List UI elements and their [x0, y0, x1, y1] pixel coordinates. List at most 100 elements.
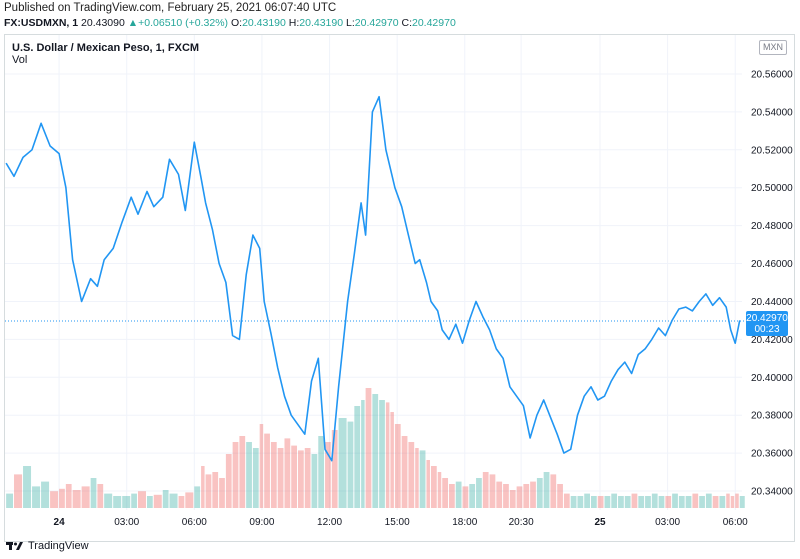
volume-bars [6, 388, 745, 508]
volume-bar [232, 442, 239, 508]
volume-bar [162, 490, 169, 508]
volume-bar [201, 466, 205, 508]
price-line [5, 95, 741, 462]
change-up-icon: ▲ [127, 17, 139, 29]
volume-bar [259, 424, 264, 508]
volume-bar [284, 438, 291, 508]
chart-frame [4, 34, 795, 542]
volume-bar [719, 496, 726, 508]
y-tick-label: 20.44000 [751, 297, 793, 308]
volume-bar [523, 484, 530, 508]
volume-bar [489, 474, 496, 508]
x-axis-labels: 24 03:00 06:00 09:00 12:00 15:00 18:00 20:30 25 0… [54, 517, 749, 528]
volume-bar [146, 496, 153, 508]
volume-bar [730, 496, 735, 508]
volume-label: Vol [12, 54, 28, 66]
volume-bar [557, 484, 563, 508]
volume-bar [385, 402, 390, 508]
volume-bar [338, 418, 347, 508]
y-tick-label: 20.46000 [751, 259, 793, 270]
volume-bar [611, 493, 618, 508]
volume-bar [14, 474, 23, 508]
y-tick-label: 20.52000 [751, 145, 793, 156]
volume-bar [530, 481, 536, 508]
volume-bar [570, 496, 577, 508]
volume-bar [415, 448, 419, 508]
volume-bar [212, 472, 219, 508]
x-tick-label: 06:00 [182, 517, 207, 528]
volume-bar [225, 454, 232, 508]
volume-bar [394, 424, 401, 508]
volume-bar [455, 481, 462, 508]
volume-bar [239, 436, 246, 508]
open-label: O: [230, 17, 243, 29]
y-tick-label: 20.36000 [751, 449, 793, 460]
y-tick-label: 20.34000 [751, 487, 793, 498]
volume-bar [361, 400, 365, 508]
volume-bar [6, 493, 14, 508]
volume-bar [449, 484, 455, 508]
publish-note: Published on TradingView.com, February 2… [4, 2, 337, 14]
y-tick-label: 20.56000 [751, 69, 793, 80]
volume-bar [462, 486, 469, 508]
volume-bar [699, 496, 705, 508]
brand-name[interactable]: TradingView [28, 540, 89, 552]
volume-bar [651, 493, 658, 508]
volume-bar [311, 454, 318, 508]
bar-countdown: 00:23 [754, 324, 780, 335]
x-tick-label: 03:00 [655, 517, 680, 528]
x-tick-label: 25 [594, 517, 606, 528]
volume-bar [365, 388, 372, 508]
low-label: L: [346, 17, 355, 29]
volume-bar [678, 496, 685, 508]
low-value: 20.42970 [354, 17, 399, 29]
volume-bar [122, 496, 131, 508]
volume-bar [219, 478, 225, 508]
volume-bar [739, 496, 745, 508]
footer: TradingView [6, 540, 89, 552]
chart-title: U.S. Dollar / Mexican Peso, 1, FXCM [12, 42, 200, 54]
volume-bar [59, 488, 65, 508]
volume-bar [563, 493, 570, 508]
volume-bar [426, 460, 430, 508]
volume-bar [735, 493, 739, 508]
volume-bar [97, 484, 104, 508]
volume-bar [631, 493, 638, 508]
volume-bar [658, 496, 665, 508]
volume-bar [705, 493, 712, 508]
volume-bar [347, 421, 354, 508]
y-tick-label: 20.50000 [751, 183, 793, 194]
volume-bar [590, 496, 597, 508]
volume-bar [178, 496, 185, 508]
volume-bar [270, 442, 277, 508]
volume-bar [577, 496, 584, 508]
volume-bar [645, 496, 651, 508]
currency-badge[interactable]: MXN [759, 40, 787, 55]
volume-bar [50, 491, 59, 508]
high-value: 20.43190 [299, 17, 344, 29]
volume-bar [372, 394, 379, 508]
volume-bar [618, 496, 624, 508]
symbol-label[interactable]: FX:USDMXN, 1 [4, 17, 79, 29]
volume-bar [503, 484, 509, 508]
volume-bar [325, 442, 331, 508]
volume-bar [482, 472, 489, 508]
x-tick-label: 24 [54, 517, 66, 528]
volume-bar [113, 496, 122, 508]
volume-bar [205, 474, 212, 508]
x-tick-label: 06:00 [723, 517, 748, 528]
volume-bar [430, 466, 437, 508]
y-tick-label: 20.42000 [751, 335, 793, 346]
tradingview-logo-icon [6, 542, 23, 551]
volume-bar [584, 493, 590, 508]
volume-bar [81, 486, 90, 508]
volume-bar [32, 486, 41, 508]
volume-bar [23, 466, 32, 508]
volume-bar [185, 492, 194, 508]
volume-bar [419, 450, 426, 508]
volume-bar [469, 484, 476, 508]
volume-bar [437, 472, 442, 508]
y-tick-label: 20.38000 [751, 411, 793, 422]
y-tick-label: 20.54000 [751, 107, 793, 118]
